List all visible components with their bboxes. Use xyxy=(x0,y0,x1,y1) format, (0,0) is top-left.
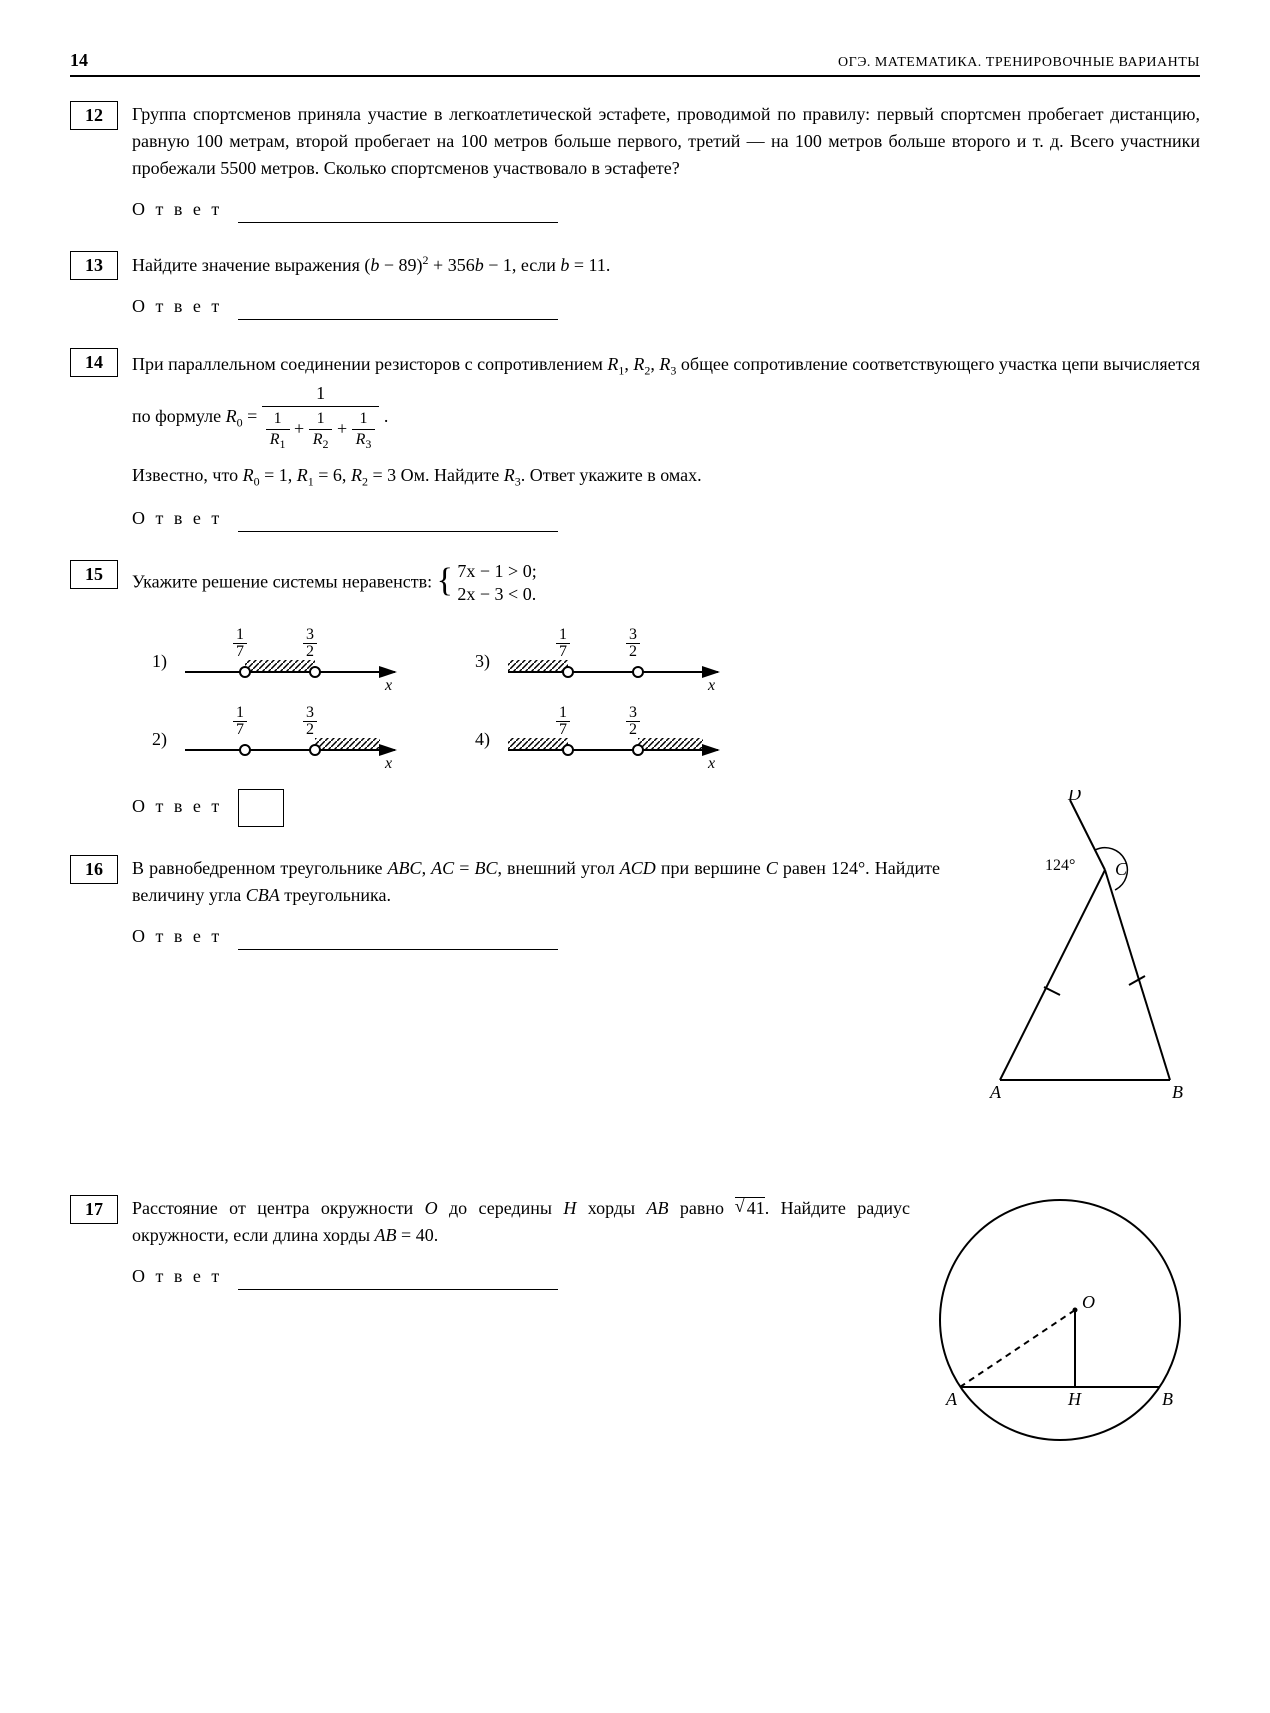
svg-text:124°: 124° xyxy=(1045,857,1075,874)
problem-text: В равнобедренном треугольнике ABC, AC = … xyxy=(132,855,940,909)
svg-text:O: O xyxy=(1082,1292,1095,1312)
option-4: 4) 17 32 x xyxy=(475,705,728,775)
problem-15: 15 Укажите решение системы неравенств: {… xyxy=(70,560,1200,827)
svg-text:x: x xyxy=(707,755,715,772)
problem-text-line2: Известно, что R0 = 1, R1 = 6, R2 = 3 Ом.… xyxy=(132,462,1200,491)
problem-number-box: 12 xyxy=(70,101,118,130)
svg-text:x: x xyxy=(384,677,392,694)
problem-text: Расстояние от центра окружности O до сер… xyxy=(132,1195,910,1249)
problem-text: Найдите значение выражения (b − 89)2 + 3… xyxy=(132,251,1200,279)
svg-text:B: B xyxy=(1162,1389,1173,1409)
problem-17: 17 Расстояние от центра окружности O до … xyxy=(70,1195,1200,1475)
page-number: 14 xyxy=(70,50,88,71)
formula-fraction: 1 1R1 + 1R2 + 1R3 xyxy=(262,382,380,454)
answer-label: О т в е т xyxy=(132,199,222,219)
problem-number-box: 17 xyxy=(70,1195,118,1224)
problem-text: При параллельном соединении резисторов с… xyxy=(132,348,1200,454)
problem-16: 16 В равнобедренном треугольнике ABC, AC… xyxy=(70,855,1200,1135)
option-3: 3) 17 32 x xyxy=(475,627,728,697)
answer-line[interactable] xyxy=(238,1289,558,1290)
answer-label: О т в е т xyxy=(132,796,222,816)
page-header: 14 ОГЭ. МАТЕМАТИКА. ТРЕНИРОВОЧНЫЕ ВАРИАН… xyxy=(70,50,1200,77)
option-2: 2) 17 32 x xyxy=(152,705,405,775)
svg-text:A: A xyxy=(989,1082,1002,1102)
header-title: ОГЭ. МАТЕМАТИКА. ТРЕНИРОВОЧНЫЕ ВАРИАНТЫ xyxy=(838,55,1200,71)
svg-text:B: B xyxy=(1172,1082,1183,1102)
svg-text:H: H xyxy=(1067,1389,1082,1409)
problem-13: 13 Найдите значение выражения (b − 89)2 … xyxy=(70,251,1200,320)
problem-14: 14 При параллельном соединении резисторо… xyxy=(70,348,1200,532)
answer-line[interactable] xyxy=(238,222,558,223)
circle-figure: A B H O xyxy=(920,1180,1200,1460)
problem-12: 12 Группа спортсменов приняла участие в … xyxy=(70,101,1200,223)
svg-text:x: x xyxy=(707,677,715,694)
answer-label: О т в е т xyxy=(132,508,222,528)
answer-row: О т в е т xyxy=(132,505,1200,532)
answer-line[interactable] xyxy=(238,319,558,320)
answer-box[interactable] xyxy=(238,789,284,827)
answer-line[interactable] xyxy=(238,531,558,532)
answer-label: О т в е т xyxy=(132,926,222,946)
options-grid: 1) 17 32 x xyxy=(152,627,1200,775)
triangle-figure: 124° A B C D xyxy=(950,790,1200,1110)
numberline-4: 17 32 x xyxy=(498,705,728,775)
answer-row: О т в е т xyxy=(132,293,1200,320)
numberline-2: 17 32 x xyxy=(175,705,405,775)
problem-number-box: 14 xyxy=(70,348,118,377)
numberline-3: 17 32 x xyxy=(498,627,728,697)
answer-row: О т в е т xyxy=(132,1263,910,1290)
svg-text:A: A xyxy=(945,1389,958,1409)
answer-label: О т в е т xyxy=(132,1266,222,1286)
problem-text: Группа спортсменов приняла участие в лег… xyxy=(132,101,1200,182)
svg-text:D: D xyxy=(1067,790,1081,804)
option-1: 1) 17 32 x xyxy=(152,627,405,697)
answer-row: О т в е т xyxy=(132,196,1200,223)
numberline-1: 17 32 x xyxy=(175,627,405,697)
problem-text: Укажите решение системы неравенств: { 7x… xyxy=(132,560,1200,607)
answer-label: О т в е т xyxy=(132,296,222,316)
svg-text:C: C xyxy=(1115,859,1128,879)
problem-number-box: 13 xyxy=(70,251,118,280)
problem-number-box: 15 xyxy=(70,560,118,589)
answer-line[interactable] xyxy=(238,949,558,950)
answer-row: О т в е т xyxy=(132,923,940,950)
problem-number-box: 16 xyxy=(70,855,118,884)
svg-text:x: x xyxy=(384,755,392,772)
